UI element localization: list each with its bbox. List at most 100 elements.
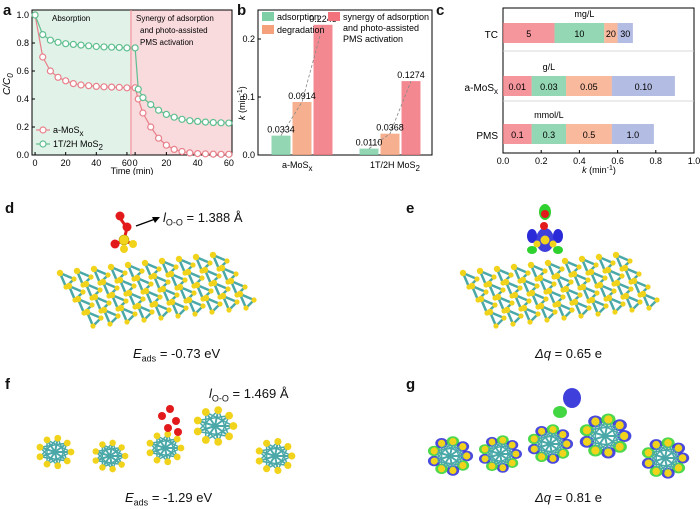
o-atom: [158, 412, 166, 420]
s-atom: [542, 268, 548, 274]
s-atom: [510, 263, 518, 271]
mo-atom: [107, 453, 113, 459]
charge-lobe-adsorbate: [563, 388, 581, 408]
s-atom: [485, 280, 493, 288]
xtick-label-a: 40: [91, 158, 101, 168]
category-label-b: 1T/2H MoS2: [370, 160, 421, 173]
cluster-bond: [197, 409, 219, 433]
s-atom: [98, 315, 104, 321]
s-atom: [582, 426, 592, 435]
cluster-bond: [95, 459, 122, 466]
mo-atom: [602, 433, 608, 439]
cluster-bond: [552, 429, 564, 454]
s-atom: [536, 274, 544, 282]
s-atom: [151, 300, 159, 308]
s-atom: [153, 456, 161, 464]
s-atom: [612, 309, 618, 315]
cluster-bond: [39, 456, 68, 462]
data-point: [54, 73, 62, 81]
cluster-bond: [595, 435, 625, 452]
cluster-bond: [502, 444, 513, 469]
s-atom: [99, 464, 106, 471]
data-point: [123, 44, 131, 52]
cluster-bond: [57, 437, 68, 462]
s-atom: [501, 315, 507, 321]
data-label-b: 0.0368: [376, 123, 404, 133]
s-atom: [63, 457, 71, 465]
segment-bar-c: [611, 76, 675, 96]
s-atom: [56, 269, 64, 277]
s-atom: [652, 467, 660, 476]
legend-label-a: 1T/2H MoS2: [53, 139, 104, 152]
row-label-c: a-MoSx: [465, 83, 498, 96]
data-point: [77, 41, 85, 49]
s-atom: [645, 284, 651, 290]
s-atom: [629, 307, 635, 313]
data-point: [46, 67, 54, 75]
s-atom: [122, 270, 128, 276]
s-atom: [577, 292, 583, 298]
s-atom: [36, 453, 44, 461]
s-atom: [116, 276, 124, 284]
legend-swatch-b: [328, 12, 340, 21]
s-atom: [74, 295, 82, 303]
s-atom: [175, 255, 183, 263]
ytick-label-a: 0.2: [16, 122, 29, 132]
s-atom: [225, 286, 231, 292]
s-atom: [588, 296, 596, 304]
o-atom: [172, 417, 180, 425]
s-atom: [43, 460, 51, 468]
unit-label-c: g/L: [543, 62, 556, 72]
plot-frame-b: [257, 9, 433, 156]
s-atom: [123, 298, 129, 304]
s-atom: [97, 287, 103, 293]
s-atom: [579, 283, 587, 291]
s-atom: [141, 317, 147, 323]
cluster-bond: [655, 457, 683, 473]
cluster-bond: [502, 439, 513, 464]
s-atom: [166, 307, 172, 313]
s-atom: [263, 439, 271, 447]
cluster-bond: [484, 448, 504, 469]
cluster-bond: [102, 455, 126, 469]
cluster-bond: [197, 414, 230, 422]
cluster-bond: [167, 438, 178, 463]
s-atom: [173, 264, 179, 270]
data-point: [147, 123, 155, 131]
segment-label-c: 0.05: [580, 82, 598, 92]
segment-bar-c: [554, 23, 605, 43]
s-atom: [105, 272, 111, 278]
cluster-bond: [434, 445, 463, 452]
cluster-bond: [277, 441, 289, 466]
legend-marker-a: [39, 126, 47, 134]
mo-atom: [162, 445, 168, 451]
segment-bar-c: [566, 124, 612, 144]
s-atom: [106, 300, 112, 306]
data-label-b: 0.0110: [356, 138, 383, 148]
cluster-bond: [266, 455, 293, 470]
data-label-b: 0.1274: [397, 70, 425, 80]
data-point: [225, 119, 233, 127]
cluster-bond: [217, 409, 230, 437]
segment-bar-c: [611, 124, 654, 144]
s-atom: [225, 432, 234, 441]
s-atom: [243, 305, 249, 311]
cluster-bond: [205, 425, 234, 441]
s-atom: [527, 261, 535, 269]
s-atom: [449, 437, 457, 446]
s-atom: [500, 287, 506, 293]
data-point: [108, 83, 116, 91]
s-atom: [654, 297, 660, 303]
s-atom: [569, 307, 575, 313]
ytick-label-a: 1.0: [16, 10, 29, 20]
s-atom: [284, 442, 292, 451]
s-atom: [176, 283, 184, 291]
cluster-bond: [648, 447, 679, 454]
s-atom: [177, 444, 185, 452]
s-atom: [217, 301, 223, 307]
s-atom: [591, 417, 600, 426]
s-atom: [108, 291, 116, 299]
s-atom: [596, 281, 604, 289]
ytick-label-a: 0.4: [16, 94, 29, 104]
s-atom: [115, 313, 121, 319]
